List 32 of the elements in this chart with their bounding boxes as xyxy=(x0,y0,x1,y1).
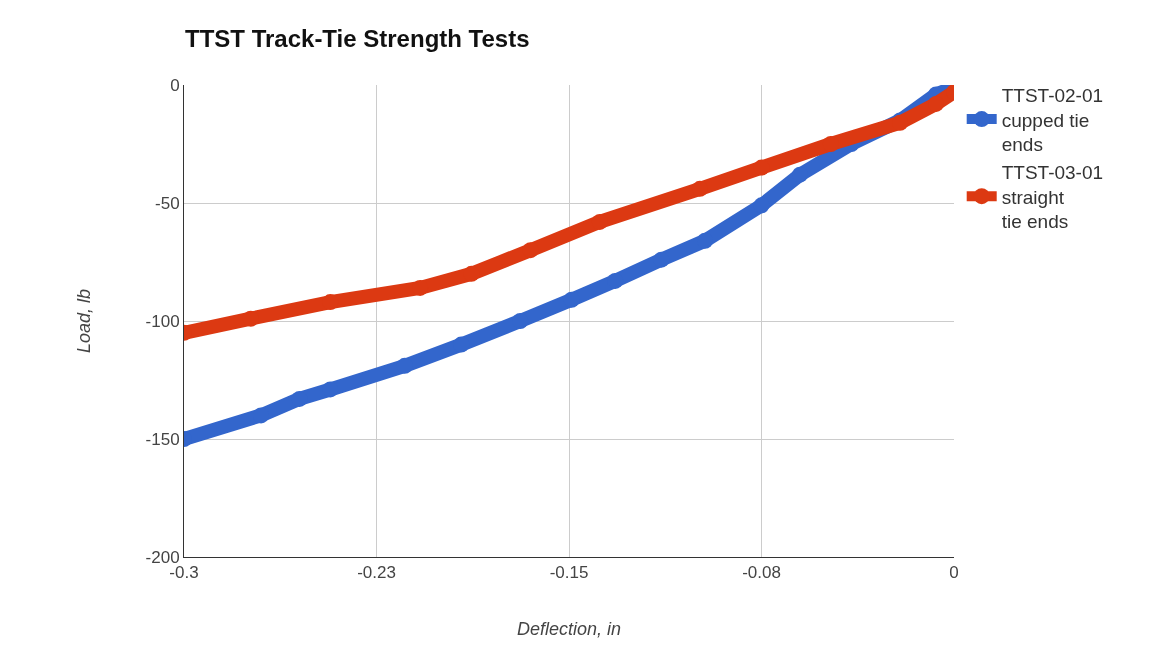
point xyxy=(563,291,580,308)
x-tick-label: -0.15 xyxy=(549,563,589,583)
point xyxy=(691,180,708,197)
x-axis-title: Deflection, in xyxy=(516,618,622,639)
y-tick-label: -100 xyxy=(145,311,180,331)
point xyxy=(822,136,839,152)
point xyxy=(607,272,624,289)
chart-title: TTST Track-Tie Strength Tests xyxy=(185,24,530,52)
point xyxy=(522,242,539,259)
point xyxy=(928,95,945,112)
y-axis-title: Load, lb xyxy=(73,288,94,354)
point xyxy=(396,357,413,374)
x-tick-label: -0.23 xyxy=(357,563,396,583)
y-tick-label: -50 xyxy=(155,193,180,213)
legend-label: TTST-03-01 straight tie ends xyxy=(1001,161,1104,233)
point xyxy=(591,213,608,230)
point xyxy=(753,159,770,176)
y-tick-label: 0 xyxy=(170,75,180,95)
point xyxy=(697,232,714,249)
point xyxy=(653,251,670,268)
x-tick-label: -0.08 xyxy=(742,563,781,583)
point xyxy=(253,407,269,424)
point xyxy=(792,166,808,183)
point xyxy=(512,313,529,329)
point xyxy=(291,390,308,407)
point xyxy=(753,197,770,214)
point xyxy=(453,336,470,353)
point xyxy=(463,265,480,282)
x-tick-label: 0 xyxy=(949,563,959,583)
legend-label: TTST-02-01 cupped tie ends xyxy=(1001,84,1104,156)
point xyxy=(322,381,339,398)
y-tick-label: -150 xyxy=(145,429,180,449)
